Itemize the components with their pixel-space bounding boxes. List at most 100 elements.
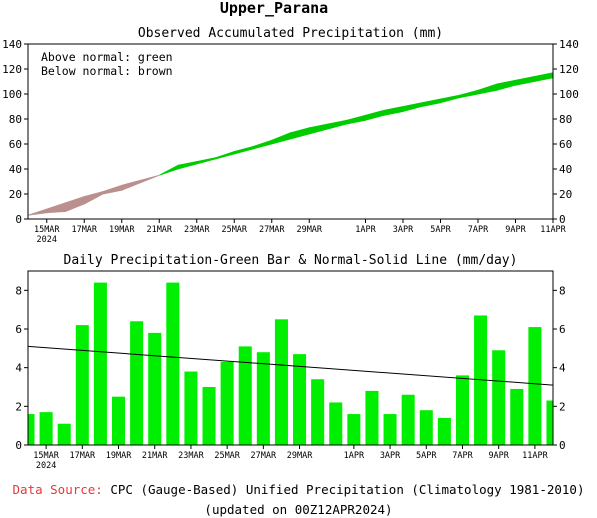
daily-xtick-label: 11APR xyxy=(522,451,548,461)
daily-xtick-label: 25MAR xyxy=(214,451,240,461)
accum-xtick-label: 27MAR xyxy=(259,225,285,235)
daily-bar xyxy=(437,417,451,445)
accum-anomaly-segment xyxy=(159,164,179,176)
daily-bar xyxy=(546,400,553,445)
daily-xtick-label: 23MAR xyxy=(178,451,204,461)
daily-plot-frame xyxy=(27,270,554,446)
daily-bar xyxy=(148,332,162,445)
daily-xtick-label: 3APR xyxy=(380,451,401,461)
accum-anomaly-segment xyxy=(177,161,198,170)
accum-xtick-label: 23MAR xyxy=(184,225,210,235)
accum-xtick-label: 3APR xyxy=(393,225,414,235)
accum-ytick-label-right: 100 xyxy=(559,88,579,101)
accum-anomaly-segment xyxy=(65,195,85,213)
accum-anomaly-segment xyxy=(346,114,366,125)
accum-year-label: 2024 xyxy=(37,235,57,245)
accum-anomaly-segment xyxy=(421,98,441,107)
daily-bar xyxy=(365,390,379,445)
accum-ytick-label-left: 40 xyxy=(9,163,22,176)
daily-bar xyxy=(202,387,216,445)
daily-year-label: 2024 xyxy=(36,461,56,471)
daily-ytick-label-right: 4 xyxy=(559,362,566,375)
daily-bar xyxy=(311,379,325,445)
accum-title: Observed Accumulated Precipitation (mm) xyxy=(138,26,443,41)
accum-anomaly-segment xyxy=(477,83,498,95)
daily-bar xyxy=(274,319,288,445)
data-source-label: Data Source: xyxy=(12,482,103,497)
accum-xtick-label: 7APR xyxy=(468,225,489,235)
daily-bar xyxy=(528,327,542,445)
daily-bar xyxy=(130,321,144,445)
daily-xtick-label: 17MAR xyxy=(70,451,96,461)
accum-anomaly-segment xyxy=(27,208,48,216)
daily-ytick-label-left: 8 xyxy=(15,284,22,297)
accum-anomaly-segment xyxy=(121,179,141,191)
accum-anomaly-segment xyxy=(271,132,291,145)
accum-anomaly-segment xyxy=(383,106,404,116)
accum-anomaly-segment xyxy=(496,79,516,91)
accum-anomaly-segment xyxy=(515,76,535,86)
accumulated-precip-chart: Observed Accumulated Precipitation (mm) 0… xyxy=(2,26,579,245)
daily-ytick-label-left: 6 xyxy=(15,323,22,336)
daily-ytick-label-right: 2 xyxy=(559,400,566,413)
daily-bar xyxy=(347,414,361,445)
accum-anomaly-segment xyxy=(308,123,329,135)
daily-xtick-label: 7APR xyxy=(452,451,473,461)
accum-plot-frame xyxy=(27,43,554,220)
daily-bar xyxy=(329,402,343,445)
daily-bar xyxy=(492,350,506,445)
accum-xtick-label: 29MAR xyxy=(296,225,322,235)
accum-xtick-label: 9APR xyxy=(505,225,526,235)
accum-ytick-label-left: 0 xyxy=(15,213,22,226)
daily-bar xyxy=(510,388,524,445)
accum-anomaly-segment xyxy=(83,190,104,205)
daily-bar xyxy=(293,354,307,445)
daily-xtick-label: 15MAR xyxy=(33,451,59,461)
daily-ytick-label-left: 4 xyxy=(15,362,22,375)
page-title: Upper_Parana xyxy=(220,0,328,17)
accum-ytick-label-left: 20 xyxy=(9,188,22,201)
accum-annotation: Above normal: green xyxy=(41,50,173,64)
daily-xtick-label: 21MAR xyxy=(142,451,168,461)
accum-ytick-label-right: 140 xyxy=(559,38,579,51)
accum-xtick-label: 17MAR xyxy=(71,225,97,235)
daily-xtick-label: 1APR xyxy=(344,451,365,461)
data-source-line: Data Source: CPC (Gauge-Based) Unified P… xyxy=(0,482,597,497)
accum-annotation: Below normal: brown xyxy=(41,64,173,78)
accum-anomaly-segment xyxy=(46,202,66,214)
daily-bar xyxy=(112,396,126,445)
daily-precip-chart: Daily Precipitation-Green Bar & Normal-S… xyxy=(15,253,566,471)
updated-line: (updated on 00Z12APR2024) xyxy=(0,502,597,517)
daily-xtick-label: 9APR xyxy=(488,451,509,461)
accum-anomaly-segment xyxy=(533,72,554,82)
accum-anomaly-segment xyxy=(252,139,273,150)
daily-bar xyxy=(166,282,180,445)
daily-bar xyxy=(28,414,35,445)
daily-ytick-label-right: 0 xyxy=(559,439,566,452)
accum-xtick-label: 1APR xyxy=(355,225,376,235)
accum-ytick-label-left: 80 xyxy=(9,113,22,126)
accum-anomaly-segment xyxy=(196,157,216,165)
accum-ytick-label-left: 100 xyxy=(2,88,22,101)
accum-ytick-label-right: 40 xyxy=(559,163,572,176)
accum-anomaly-segment xyxy=(233,145,254,155)
accum-anomaly-segment xyxy=(290,127,310,140)
daily-bar xyxy=(75,325,89,445)
accum-ytick-label-right: 120 xyxy=(559,63,579,76)
daily-bar xyxy=(93,282,107,445)
accum-ytick-label-right: 0 xyxy=(559,213,566,226)
daily-bar xyxy=(455,375,469,445)
daily-title: Daily Precipitation-Green Bar & Normal-S… xyxy=(64,253,518,268)
accum-ytick-label-right: 80 xyxy=(559,113,572,126)
daily-bar xyxy=(39,412,53,445)
accum-xtick-label: 15MAR xyxy=(34,225,60,235)
accum-ytick-label-right: 20 xyxy=(559,188,572,201)
daily-bar xyxy=(401,394,415,445)
accum-anomaly-segment xyxy=(102,184,123,195)
daily-bar xyxy=(57,423,71,445)
daily-bar xyxy=(419,410,433,445)
accum-anomaly-segment xyxy=(365,109,385,121)
accum-anomaly-segment xyxy=(327,119,348,130)
data-source-text: CPC (Gauge-Based) Unified Precipitation … xyxy=(102,482,585,497)
